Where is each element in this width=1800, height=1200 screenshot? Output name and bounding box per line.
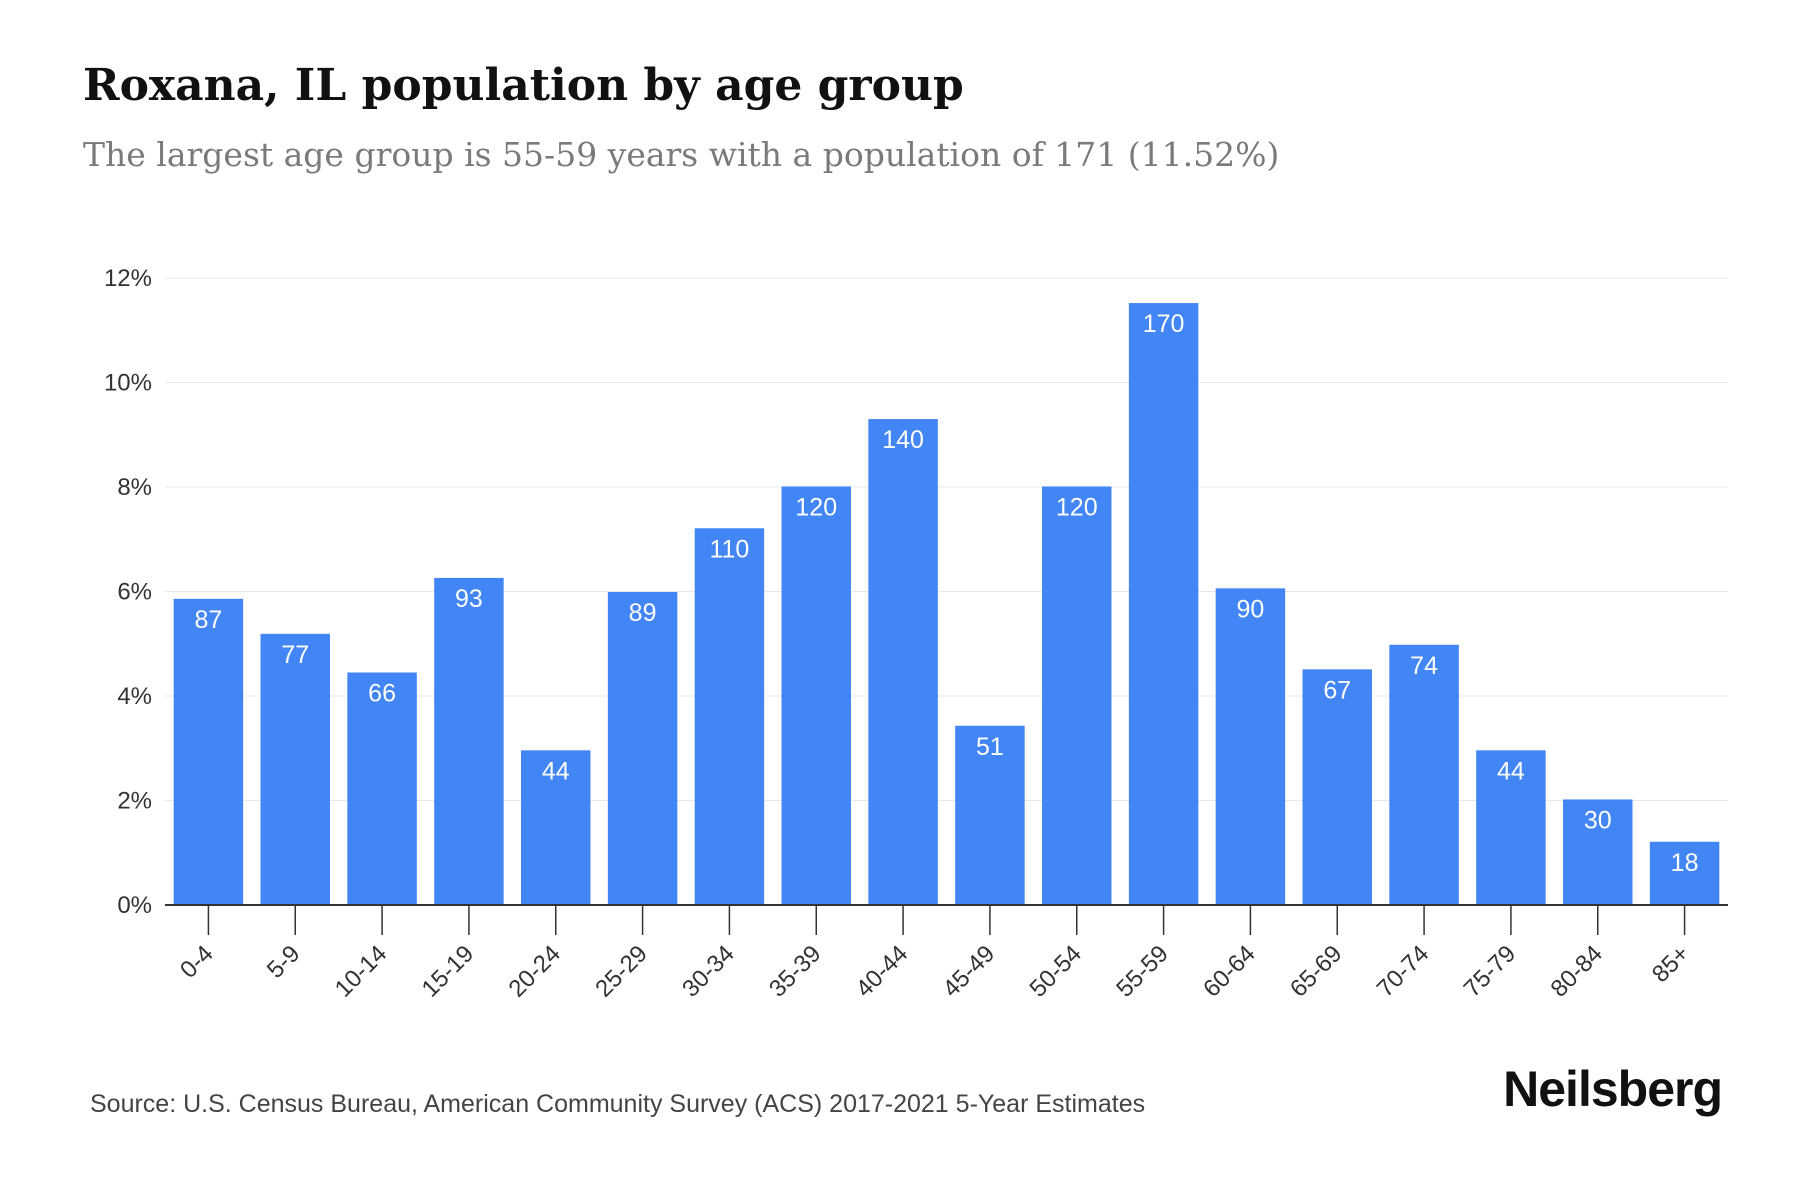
grid-lines [165,277,1728,801]
bar-25-29 [607,592,678,905]
x-tick-label: 80-84 [1545,940,1608,1003]
bar-60-64 [1215,588,1286,905]
bar-value-label: 140 [882,426,924,454]
bar-value-label: 67 [1323,676,1351,704]
bar-75-79 [1476,750,1546,905]
bar-35-39 [781,486,851,905]
x-tick-label: 60-64 [1198,940,1261,1003]
bar-15-19 [434,577,504,905]
bar-value-label: 44 [542,757,570,785]
x-tick-label: 55-59 [1111,940,1174,1003]
bar-5-9 [260,633,330,905]
bar-30-34 [694,528,765,905]
bar-85+ [1649,841,1720,905]
x-tick-label: 25-29 [590,940,653,1003]
bar-value-label: 120 [795,493,837,521]
bar-0-4 [173,598,244,905]
bar-20-24 [521,750,591,905]
x-tick-label: 35-39 [764,940,827,1003]
y-tick-label: 8% [117,474,152,501]
bar-45-49 [955,725,1025,905]
x-tick-label: 65-69 [1285,940,1348,1003]
bar-value-label: 18 [1671,849,1699,877]
bar-80-84 [1563,799,1633,905]
y-tick-label: 4% [117,683,152,710]
bar-value-label: 89 [629,599,657,627]
x-tick-label: 70-74 [1372,940,1435,1003]
bar-10-14 [347,672,417,905]
bar-70-74 [1389,644,1459,905]
y-tick-label: 6% [117,579,152,606]
y-tick-label: 12% [104,265,152,292]
chart-title: Roxana, IL population by age group [83,60,964,111]
x-tick-label: 0-4 [175,940,219,984]
source-note: Source: U.S. Census Bureau, American Com… [90,1090,1146,1118]
bar-value-label: 110 [709,535,749,563]
bar-value-label: 66 [368,679,396,707]
bar-40-44 [868,419,938,905]
bar-50-54 [1042,486,1112,905]
bars [173,303,1720,906]
x-tick-label: 50-54 [1024,940,1087,1003]
bar-value-label: 90 [1237,595,1265,623]
x-tick-label: 45-49 [938,940,1001,1003]
bar-value-label: 120 [1056,493,1098,521]
bar-value-label: 30 [1584,806,1612,834]
x-tick-label: 85+ [1647,940,1695,988]
chart-subtitle: The largest age group is 55-59 years wit… [83,135,1280,174]
x-axis-ticks: 0-4 5-9 10-14 15-19 20-24 25-29 30-34 35-39 40-4… [175,905,1695,1003]
x-tick-label: 10-14 [330,940,393,1003]
x-tick-label: 15-19 [417,940,480,1003]
x-tick-label: 20-24 [503,940,566,1003]
bar-value-label: 87 [195,606,223,634]
bar-55-59 [1128,303,1199,906]
x-tick-label: 5-9 [262,940,306,984]
y-tick-label: 0% [117,892,152,919]
bar-value-label: 44 [1497,757,1525,785]
bar-value-label: 77 [281,641,309,669]
bar-value-label: 93 [455,585,483,613]
x-tick-label: 75-79 [1459,940,1522,1003]
y-tick-label: 10% [104,370,152,397]
x-tick-label: 40-44 [851,940,914,1003]
x-tick-label: 30-34 [677,940,740,1003]
bar-value-label: 74 [1410,652,1438,680]
brand-logo: Neilsberg [1503,1061,1723,1117]
bar-labels: 87 77 66 93 44 89 110 120 140 51 120 170 90 67 74 44 30 1… [195,310,1699,877]
bar-value-label: 51 [976,733,1004,761]
bar-value-label: 170 [1143,310,1185,338]
bar-65-69 [1302,669,1372,905]
y-tick-label: 2% [117,788,152,815]
y-axis-ticks: 0% 2% 4% 6% 8% 10% 12% [104,265,152,919]
